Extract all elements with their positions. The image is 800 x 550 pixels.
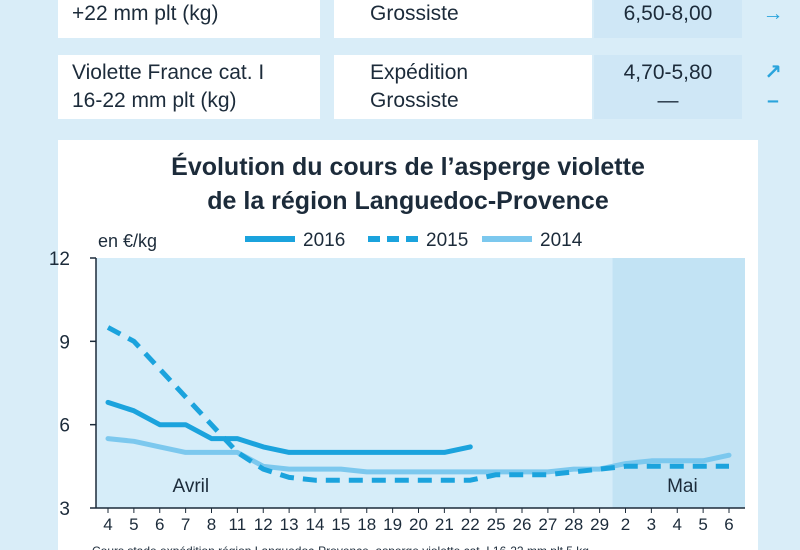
x-tick-label: 11: [229, 515, 247, 534]
chart-title: Évolution du cours de l’asperge violette…: [58, 150, 758, 218]
x-tick-label: 2: [621, 515, 630, 534]
legend-label-2015: 2015: [426, 230, 468, 251]
price-range: 6,50-8,00: [594, 0, 742, 38]
y-tick-label: 12: [49, 249, 70, 270]
product-name: +22 mm plt (kg): [58, 0, 320, 38]
x-tick-label: 26: [513, 515, 532, 534]
table-row: Violette France cat. I 16-22 mm plt (kg) E…: [58, 55, 782, 119]
x-tick-label: 5: [698, 515, 707, 534]
product-name-line: 16-22 mm plt (kg): [72, 89, 237, 112]
trend-arrow: ↗ –: [748, 55, 798, 119]
x-tick-label: 5: [129, 515, 138, 534]
x-tick-label: 7: [181, 515, 190, 534]
series-line-2015: [106, 325, 729, 483]
market-stage-line: Grossiste: [370, 89, 459, 112]
y-tick-label: 3: [59, 499, 70, 520]
period-label: Avril: [172, 476, 209, 497]
x-tick-label: 18: [357, 515, 376, 534]
x-tick-label: 4: [103, 515, 112, 534]
x-tick-label: 8: [207, 515, 216, 534]
y-tick-label: 9: [59, 332, 70, 353]
y-axis-label: en €/kg: [98, 231, 157, 251]
x-tick-label: 6: [724, 515, 733, 534]
x-tick-label: 4: [673, 515, 682, 534]
x-tick-label: 27: [538, 515, 557, 534]
price-range-line: 4,70-5,80: [623, 61, 713, 84]
x-tick-label: 15: [331, 515, 350, 534]
x-tick-label: 22: [461, 515, 480, 534]
chart-title-line-2: de la région Languedoc-Provence: [207, 187, 609, 215]
may-region: [612, 258, 745, 508]
period-label: Mai: [667, 476, 698, 497]
series-line-2016: [105, 399, 473, 455]
trend-arrow-line: →: [762, 2, 784, 25]
price-table: +22 mm plt (kg) Grossiste 6,50-8,00 → Violet…: [58, 0, 784, 125]
x-tick-label: 25: [487, 515, 506, 534]
product-name-line: +22 mm plt (kg): [72, 2, 219, 25]
price-range-line: 6,50-8,00: [623, 2, 713, 25]
legend-label-2014: 2014: [540, 230, 583, 251]
chart-title-line-1: Évolution du cours de l’asperge violette: [171, 153, 645, 181]
trend-arrow-line: –: [767, 89, 779, 112]
x-tick-label: 28: [564, 515, 583, 534]
x-tick-label: 13: [280, 515, 299, 534]
x-tick-label: 3: [647, 515, 656, 534]
trend-arrow-line: ↗: [764, 61, 782, 84]
legend-label-2016: 2016: [303, 230, 345, 251]
price-range-line: —: [657, 89, 679, 112]
series-line-2014: [105, 436, 732, 475]
x-tick-label: 21: [435, 515, 454, 534]
x-tick-label: 20: [409, 515, 428, 534]
product-name-line: Violette France cat. I: [72, 61, 265, 84]
x-tick-label: 6: [155, 515, 164, 534]
x-tick-label: 29: [590, 515, 609, 534]
table-row: +22 mm plt (kg) Grossiste 6,50-8,00 →: [58, 0, 784, 38]
x-tick-label: 19: [383, 515, 402, 534]
market-stage-line: Expédition: [370, 61, 469, 84]
trend-arrow: →: [748, 0, 798, 38]
market-stage: Expédition Grossiste: [334, 55, 592, 119]
y-tick-label: 6: [59, 416, 70, 437]
price-range: 4,70-5,80 —: [594, 55, 742, 119]
x-tick-label: 12: [254, 515, 273, 534]
market-stage-line: Grossiste: [370, 2, 459, 25]
chart-footnote: Cours stade expédition région Languedoc-…: [92, 544, 589, 550]
market-stage: Grossiste: [334, 0, 592, 38]
product-name: Violette France cat. I 16-22 mm plt (kg): [58, 55, 320, 119]
x-tick-label: 14: [306, 515, 325, 534]
